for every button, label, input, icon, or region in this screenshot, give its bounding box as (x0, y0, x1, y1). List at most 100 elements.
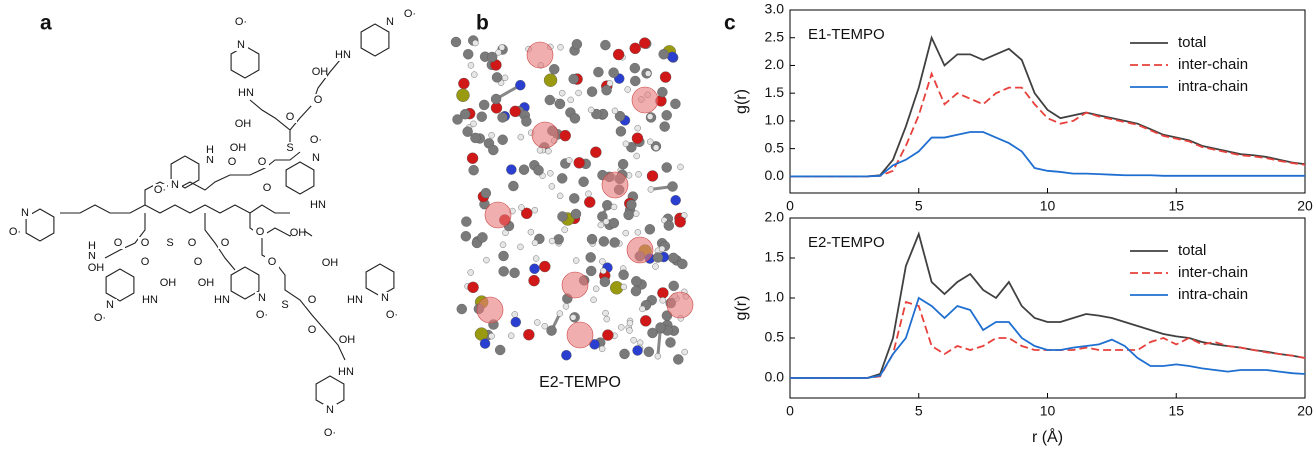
atom-label: O· (94, 312, 106, 324)
atom (644, 70, 652, 77)
atom (668, 252, 679, 264)
atom (626, 319, 634, 327)
atom (456, 303, 467, 315)
atom (590, 296, 597, 304)
atom-bg (339, 366, 353, 378)
atom-bg (138, 237, 152, 249)
spin-density (484, 201, 512, 229)
x-axis-label: r (Å) (1032, 427, 1063, 446)
atom-bg (89, 262, 103, 274)
atom (549, 64, 560, 75)
y-tick-label: 1.0 (765, 289, 785, 305)
atom (468, 164, 479, 176)
atom (667, 51, 678, 63)
atom-label: O· (9, 226, 21, 238)
atom-label: O· (404, 8, 416, 20)
atom-label: OH (290, 227, 307, 239)
legend-label: intra-chain (1178, 286, 1248, 303)
atom-label: N (326, 404, 334, 416)
atom-bg (260, 182, 274, 194)
atom-bg (111, 237, 125, 249)
atom (531, 206, 539, 214)
y-tick-label: 0.5 (765, 139, 785, 155)
molecule-caption: E2-TEMPO (539, 374, 621, 391)
ring (230, 45, 260, 79)
x-tick-label: 20 (1297, 198, 1313, 214)
atom (630, 285, 642, 297)
atom-bg (215, 294, 229, 306)
atom (534, 319, 541, 326)
atom (462, 49, 474, 60)
atom-label: O (141, 256, 150, 268)
atom (674, 216, 686, 228)
atom-label: O· (154, 184, 166, 196)
atom (591, 108, 602, 120)
atom-label: O (114, 237, 123, 249)
atom (640, 315, 652, 327)
atom (476, 111, 487, 122)
atom (566, 157, 573, 164)
atom (569, 193, 580, 204)
atom (585, 252, 596, 263)
atom-label: O (228, 156, 237, 168)
atom (663, 220, 675, 231)
atom-bg (403, 8, 417, 20)
y-tick-label: 3.0 (765, 1, 785, 17)
x-tick-label: 15 (1168, 403, 1184, 419)
atom (508, 180, 519, 192)
atom (635, 171, 642, 178)
atom (633, 152, 640, 160)
atom-bg (309, 134, 323, 146)
atom (602, 329, 614, 341)
atom-bg (239, 87, 253, 99)
atom-label: N (312, 152, 320, 164)
atom (661, 162, 672, 173)
x-tick-label: 20 (1297, 403, 1313, 419)
spin-density (531, 121, 559, 149)
atom (631, 276, 642, 287)
atom-label: N (381, 292, 389, 304)
atom (609, 237, 620, 248)
atom-bg (323, 427, 337, 439)
y-axis-label: g(r) (733, 296, 750, 321)
atom (661, 110, 672, 121)
panel-label: b (476, 12, 489, 35)
atom (467, 281, 479, 294)
atom-bg (255, 292, 269, 304)
atom (527, 228, 535, 236)
atom (586, 86, 598, 97)
atom (658, 245, 666, 253)
atom (548, 183, 556, 190)
atom (575, 89, 582, 97)
y-tick-label: 2.5 (765, 28, 785, 44)
atom (498, 250, 509, 262)
atom-label: O· (256, 309, 268, 321)
atom (626, 327, 633, 334)
atom (511, 311, 518, 318)
atom-bg (161, 277, 175, 289)
x-tick-label: 0 (786, 403, 794, 419)
atom (572, 257, 580, 264)
y-tick-label: 1.5 (765, 249, 785, 265)
atom (557, 211, 568, 222)
legend-label: intra-chain (1178, 78, 1248, 95)
atom (677, 258, 688, 270)
y-axis-label: g(r) (733, 89, 750, 114)
atom (623, 209, 634, 221)
atom-label: O (141, 237, 150, 249)
atom-bg (291, 227, 305, 239)
atom (518, 204, 525, 211)
atom (639, 37, 651, 49)
x-tick-label: 5 (915, 403, 923, 419)
x-tick-label: 15 (1168, 198, 1184, 214)
atom (497, 134, 508, 145)
atom (491, 72, 503, 83)
y-tick-label: 0.0 (765, 167, 785, 183)
atom (460, 231, 472, 242)
atom-label: HN (142, 294, 158, 306)
atom (615, 126, 627, 137)
atom-bg (234, 16, 248, 28)
atom-label: OH (339, 334, 356, 346)
atom-bg (305, 324, 319, 336)
atom-bg (255, 309, 269, 321)
